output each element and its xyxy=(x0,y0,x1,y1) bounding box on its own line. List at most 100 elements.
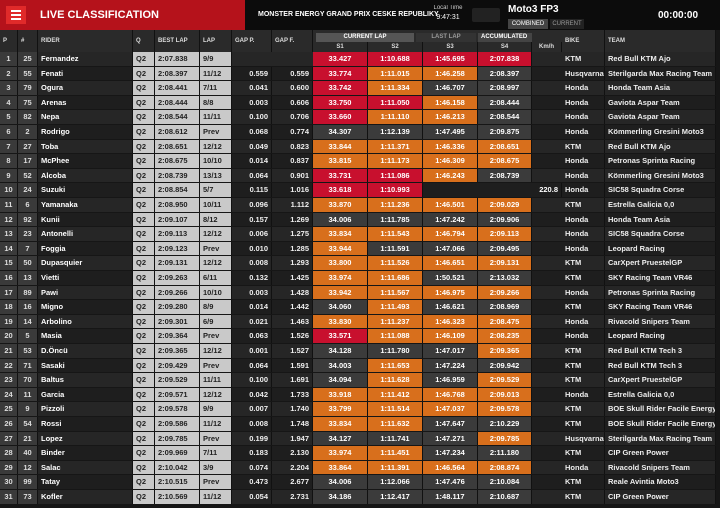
sector-time: 1:11.334 xyxy=(368,81,423,95)
column-header: GAP P. xyxy=(232,30,272,52)
sector-time: 34.186 xyxy=(313,490,368,504)
sector-time: 33.731 xyxy=(313,168,368,183)
gap-p-cell: 0.006 xyxy=(232,227,272,241)
best-lap-cell: 2:09.429 xyxy=(155,358,200,373)
sector-time: 1:11.086 xyxy=(368,168,423,183)
sector-time: 34.060 xyxy=(313,300,368,314)
best-lap-cell: 2:09.969 xyxy=(155,446,200,460)
sector-time: 2:08.235 xyxy=(478,329,532,343)
sector-time: 1:11.686 xyxy=(368,271,423,285)
sector-time: 33.864 xyxy=(313,460,368,475)
sector-time: 1:46.243 xyxy=(423,168,478,183)
p-cell: 2 xyxy=(0,66,18,81)
sector-time: 33.942 xyxy=(313,285,368,300)
sector-time: 1:46.621 xyxy=(423,300,478,314)
team-cell: Red Bull KTM Ajo xyxy=(605,139,716,154)
column-header: TEAM xyxy=(605,30,716,52)
p-cell: 5 xyxy=(0,110,18,124)
sector-tab-current[interactable]: CURRENT LAP xyxy=(316,33,414,42)
q-cell: Q2 xyxy=(133,271,155,285)
best-lap-cell: 2:09.529 xyxy=(155,373,200,387)
lap-cell: 10/10 xyxy=(200,154,232,168)
gap-f-cell: 1.947 xyxy=(272,431,313,446)
best-lap-cell: 2:08.441 xyxy=(155,81,200,95)
column-header: S1 xyxy=(313,42,368,52)
lap-cell: 5/7 xyxy=(200,183,232,197)
gap-p-cell: 0.096 xyxy=(232,198,272,212)
sector-time: 2:09.578 xyxy=(478,402,532,416)
gap-p-cell: 0.100 xyxy=(232,110,272,124)
team-cell: Red Bull KTM Tech 3 xyxy=(605,344,716,358)
current-tab[interactable]: CURRENT xyxy=(550,19,584,29)
gap-p-cell: 0.473 xyxy=(232,475,272,489)
team-cell: Rivacold Snipers Team xyxy=(605,314,716,329)
p-cell: 10 xyxy=(0,183,18,197)
sector-time: 2:07.838 xyxy=(478,52,532,66)
p-cell: 14 xyxy=(0,241,18,256)
sector-time: 1:46.213 xyxy=(423,110,478,124)
gap-f-cell: 1.740 xyxy=(272,402,313,416)
sector-time: 1:47.242 xyxy=(423,212,478,227)
sector-tab-accumulated[interactable]: ACCUMULATED xyxy=(478,33,532,42)
team-cell: Gaviota Aspar Team xyxy=(605,95,716,110)
sector-tab-last[interactable]: LAST LAP xyxy=(416,33,476,42)
q-cell: Q2 xyxy=(133,212,155,227)
sector-time: 33.844 xyxy=(313,139,368,154)
p-cell: 16 xyxy=(0,271,18,285)
sector-time: 1:11.237 xyxy=(368,314,423,329)
team-cell: Leopard Racing xyxy=(605,329,716,343)
sector-time: 33.742 xyxy=(313,81,368,95)
sector-time: 33.799 xyxy=(313,402,368,416)
gap-f-cell: 1.527 xyxy=(272,344,313,358)
q-cell: Q2 xyxy=(133,256,155,270)
gap-p-cell: 0.042 xyxy=(232,387,272,402)
best-lap-cell: 2:08.612 xyxy=(155,125,200,139)
num-cell: 24 xyxy=(18,183,38,197)
gap-f-cell: 0.606 xyxy=(272,95,313,110)
bike-cell: Honda xyxy=(562,95,605,110)
p-cell: 29 xyxy=(0,460,18,475)
sector-time: 1:11.543 xyxy=(368,227,423,241)
sector-time: 33.944 xyxy=(313,241,368,256)
sector-time: 1:11.741 xyxy=(368,431,423,446)
gap-f-cell: 1.463 xyxy=(272,314,313,329)
lap-cell: 3/9 xyxy=(200,460,232,475)
rider-cell: D.Öncü xyxy=(38,344,133,358)
q-cell: Q2 xyxy=(133,300,155,314)
gap-p-cell: 0.041 xyxy=(232,81,272,95)
p-cell: 17 xyxy=(0,285,18,300)
lap-cell: 6/11 xyxy=(200,271,232,285)
sector-time: 2:08.651 xyxy=(478,139,532,154)
num-cell: 23 xyxy=(18,227,38,241)
team-cell: Honda Team Asia xyxy=(605,212,716,227)
best-lap-cell: 2:08.397 xyxy=(155,66,200,81)
column-header: LAP xyxy=(200,30,232,52)
local-time-label: Local Time xyxy=(433,5,463,11)
menu-button[interactable] xyxy=(6,6,26,24)
gap-p-cell: 0.100 xyxy=(232,373,272,387)
q-cell: Q2 xyxy=(133,81,155,95)
team-cell: SKY Racing Team VR46 xyxy=(605,271,716,285)
team-cell: CarXpert PruestelGP xyxy=(605,256,716,270)
num-cell: 5 xyxy=(18,329,38,343)
sector-time: 34.006 xyxy=(313,212,368,227)
column-header: Km/h xyxy=(532,42,562,52)
sector-time: 1:11.050 xyxy=(368,95,423,110)
sector-time: 2:08.675 xyxy=(478,154,532,168)
lap-cell: 11/12 xyxy=(200,66,232,81)
bike-cell: Honda xyxy=(562,241,605,256)
bike-cell: KTM xyxy=(562,52,605,66)
lap-cell: 12/12 xyxy=(200,227,232,241)
sector-time: 1:46.768 xyxy=(423,387,478,402)
sector-time: 1:47.234 xyxy=(423,446,478,460)
combined-tab[interactable]: COMBINED xyxy=(508,19,548,29)
p-cell: 6 xyxy=(0,125,18,139)
sector-time: 1:11.173 xyxy=(368,154,423,168)
sector-time: 2:08.874 xyxy=(478,460,532,475)
q-cell: Q2 xyxy=(133,314,155,329)
column-header: P xyxy=(0,30,18,52)
rider-cell: Baltus xyxy=(38,373,133,387)
best-lap-cell: 2:08.950 xyxy=(155,198,200,212)
rider-cell: Vietti xyxy=(38,271,133,285)
